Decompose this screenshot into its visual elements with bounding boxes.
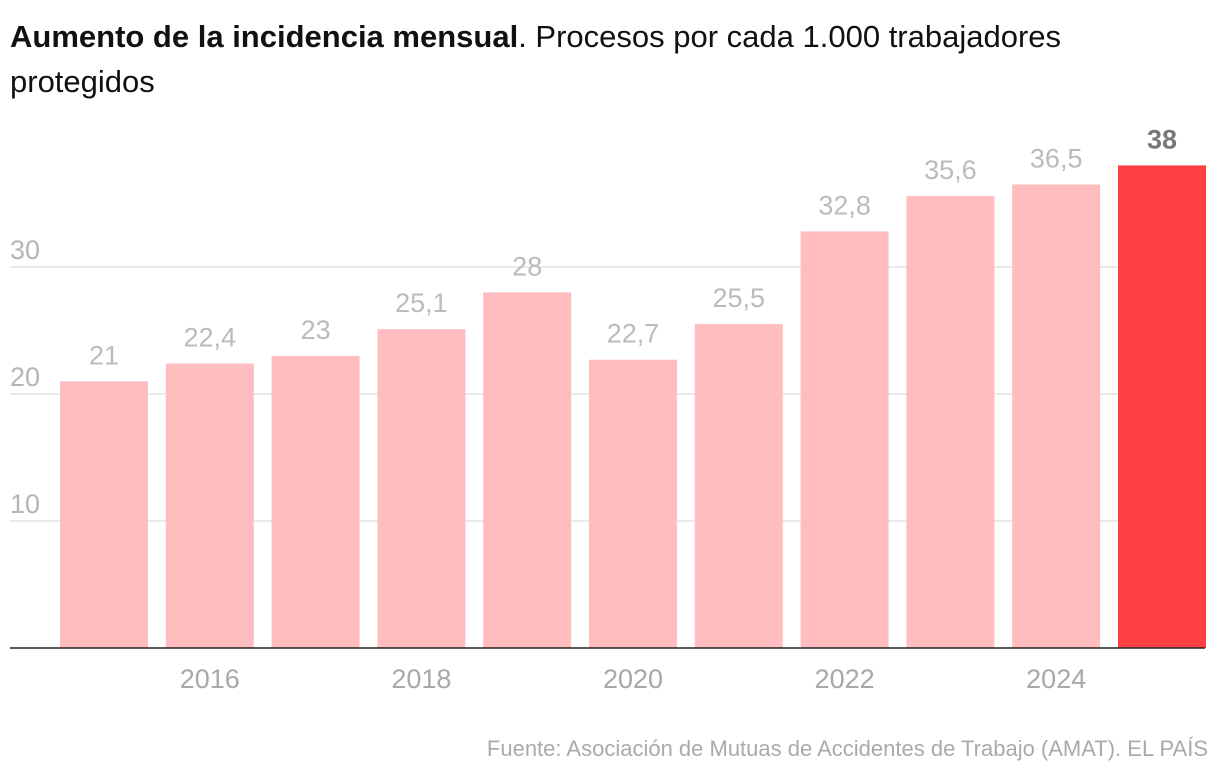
bar-2015 xyxy=(60,381,148,648)
y-tick-label: 30 xyxy=(10,235,40,265)
x-tick-label: 2016 xyxy=(180,664,240,694)
value-label: 28 xyxy=(512,251,542,281)
bar-2018 xyxy=(377,329,466,648)
bar-2022 xyxy=(800,231,889,648)
x-tick-label: 2022 xyxy=(815,664,875,694)
bar-2020 xyxy=(589,359,677,648)
source-note: Fuente: Asociación de Mutuas de Accident… xyxy=(486,736,1208,761)
y-tick-label: 20 xyxy=(10,362,40,392)
value-label: 32,8 xyxy=(818,190,871,220)
value-label: 23 xyxy=(301,315,331,345)
bar-2021 xyxy=(694,324,783,648)
value-label: 36,5 xyxy=(1030,143,1083,173)
title-rest: . Procesos por cada 1.000 trabajadores p… xyxy=(10,19,1062,99)
value-label: 22,7 xyxy=(607,319,660,349)
value-label: 35,6 xyxy=(924,155,977,185)
bar-2025 xyxy=(1118,165,1206,648)
bar-2024 xyxy=(1012,184,1101,648)
value-label: 22,4 xyxy=(184,323,237,353)
title-bold: Aumento de la incidencia mensual xyxy=(10,19,519,54)
value-label: 25,1 xyxy=(395,288,448,318)
x-tick-label: 2024 xyxy=(1026,664,1086,694)
chart-title: Aumento de la incidencia mensual. Proces… xyxy=(10,14,1200,104)
x-tick-label: 2018 xyxy=(391,664,451,694)
bar-2019 xyxy=(483,292,572,648)
value-label: 38 xyxy=(1147,124,1177,154)
y-tick-label: 10 xyxy=(10,489,40,519)
bar-2016 xyxy=(165,363,254,648)
bar-2023 xyxy=(906,195,995,648)
bar-2017 xyxy=(271,355,360,648)
x-tick-label: 2020 xyxy=(603,664,663,694)
value-label: 21 xyxy=(89,340,119,370)
value-label: 25,5 xyxy=(713,283,766,313)
